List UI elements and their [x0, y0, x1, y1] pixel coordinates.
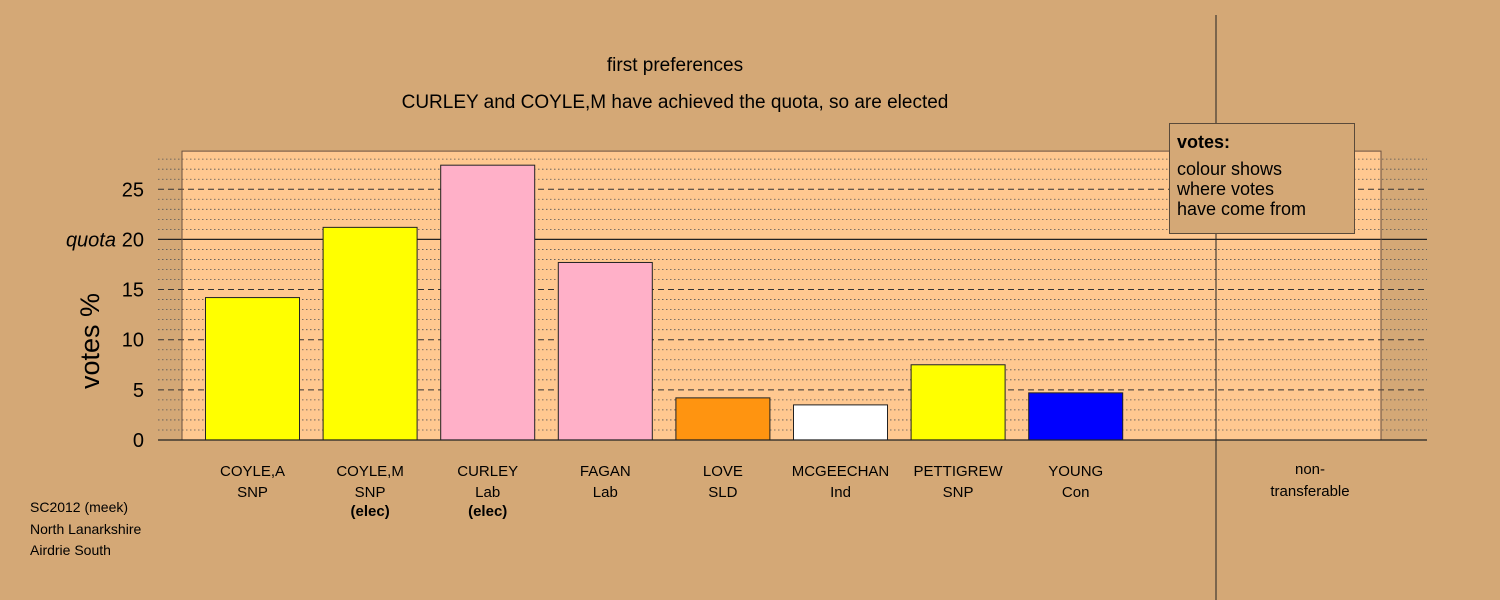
candidate-party-label: SNP [355, 484, 386, 501]
candidate-party-label: SLD [708, 484, 737, 501]
candidate-name-label: PETTIGREW [914, 463, 1004, 480]
footer-line-2: North Lanarkshire [30, 520, 142, 537]
legend-box: votes: colour shows where votes have com… [1169, 123, 1355, 234]
quota-label: quota [66, 229, 116, 251]
candidate-name-label: LOVE [703, 463, 743, 480]
plot-border [181, 150, 1382, 440]
y-tick-label: 20 [122, 229, 144, 251]
candidate-party-label: Con [1062, 484, 1090, 501]
candidate-name-label: YOUNG [1048, 463, 1103, 480]
candidate-name-label: COYLE,M [336, 463, 404, 480]
bar [793, 404, 888, 441]
bar [675, 397, 771, 441]
footer-line-3: Airdrie South [30, 542, 111, 558]
candidate-party-label: Lab [475, 484, 500, 501]
nontransferable-label-1: non- [1295, 461, 1325, 478]
bar [910, 364, 1006, 441]
candidate-name-label: FAGAN [580, 463, 631, 480]
candidate-party-label: Lab [593, 484, 618, 501]
bar [440, 164, 536, 441]
elected-note-label: (elec) [351, 503, 390, 520]
legend-title: votes: [1177, 132, 1231, 152]
y-tick-label: 15 [122, 280, 144, 302]
legend-line-3: have come from [1177, 199, 1307, 219]
y-tick-label: 25 [122, 179, 144, 201]
elected-note-label: (elec) [468, 503, 507, 520]
footer-source: SC2012 (meek) North Lanarkshire Airdrie … [30, 497, 141, 562]
y-tick-label: 0 [133, 430, 144, 452]
y-tick-label: 5 [133, 380, 144, 402]
legend-line-2: where votes [1177, 179, 1275, 199]
candidate-name-label: MCGEECHAN [792, 463, 890, 480]
candidate-party-label: Ind [830, 484, 851, 501]
nontransferable-label-2: transferable [1270, 483, 1349, 500]
candidate-name-label: COYLE,A [220, 463, 285, 480]
y-axis-label: votes % [75, 293, 105, 389]
footer-line-1: SC2012 (meek) [30, 499, 129, 515]
candidate-name-label: CURLEY [457, 463, 518, 480]
candidate-party-label: SNP [943, 484, 974, 501]
candidate-party-label: SNP [237, 484, 268, 501]
bar [557, 261, 653, 441]
legend-line-1: colour shows [1177, 159, 1283, 179]
chart-title: first preferences [607, 55, 743, 76]
bar [205, 297, 300, 441]
chart-subtitle: CURLEY and COYLE,M have achieved the quo… [402, 92, 949, 113]
y-tick-label: 10 [122, 330, 144, 352]
bar [322, 226, 418, 441]
bar [1028, 392, 1124, 441]
